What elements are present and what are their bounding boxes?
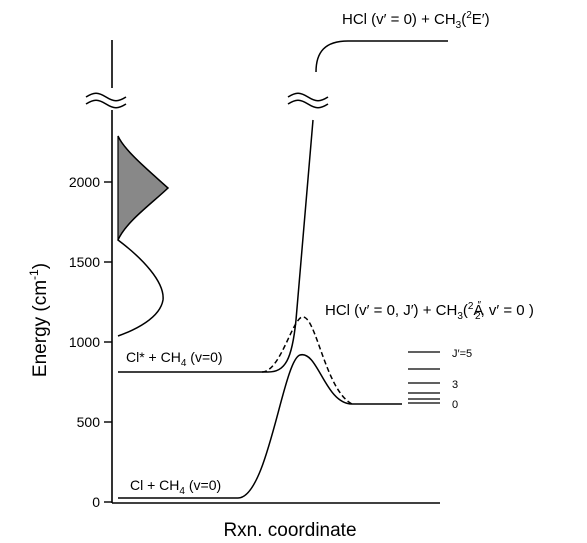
y-axis-label: Energy (cm-1) — [27, 263, 51, 377]
rotational-levels — [408, 351, 440, 404]
j-level-label-5: J′=5 — [452, 348, 472, 360]
j-level-label-0: 0 — [452, 399, 458, 411]
y-tick-label-0: 0 — [92, 494, 100, 510]
excited-reactant-label: Cl* + CH4 (v=0) — [126, 349, 223, 369]
upper-product-curve — [315, 40, 448, 73]
j-level-label-3: 3 — [452, 379, 458, 391]
ground-reactant-label: Cl + CH4 (v=0) — [130, 477, 221, 497]
distribution-shaded-lobe — [117, 135, 169, 241]
upper-surface-curve — [118, 119, 314, 373]
lower-product-label: HCl (v′ = 0, J′) + CH3(2A″ 2, v′ = 0 ) — [325, 300, 534, 322]
y-tick-label-1000: 1000 — [69, 334, 100, 350]
y-tick-labels: 0 500 1000 1500 2000 — [69, 174, 100, 510]
dashed-barrier-curve — [261, 316, 353, 405]
y-tick-label-1500: 1500 — [69, 254, 100, 270]
upper-product-label: HCl (v′ = 0) + CH3(2E′) — [342, 10, 490, 31]
y-ticks — [104, 181, 112, 503]
lower-surface-curve — [118, 354, 402, 499]
upper-surface-break-mark — [287, 92, 329, 109]
distribution-curve — [117, 135, 170, 337]
y-axis-break-mark — [85, 92, 127, 109]
y-tick-label-2000: 2000 — [69, 174, 100, 190]
y-tick-label-500: 500 — [77, 414, 101, 430]
x-axis-label: Rxn. coordinate — [223, 520, 356, 541]
